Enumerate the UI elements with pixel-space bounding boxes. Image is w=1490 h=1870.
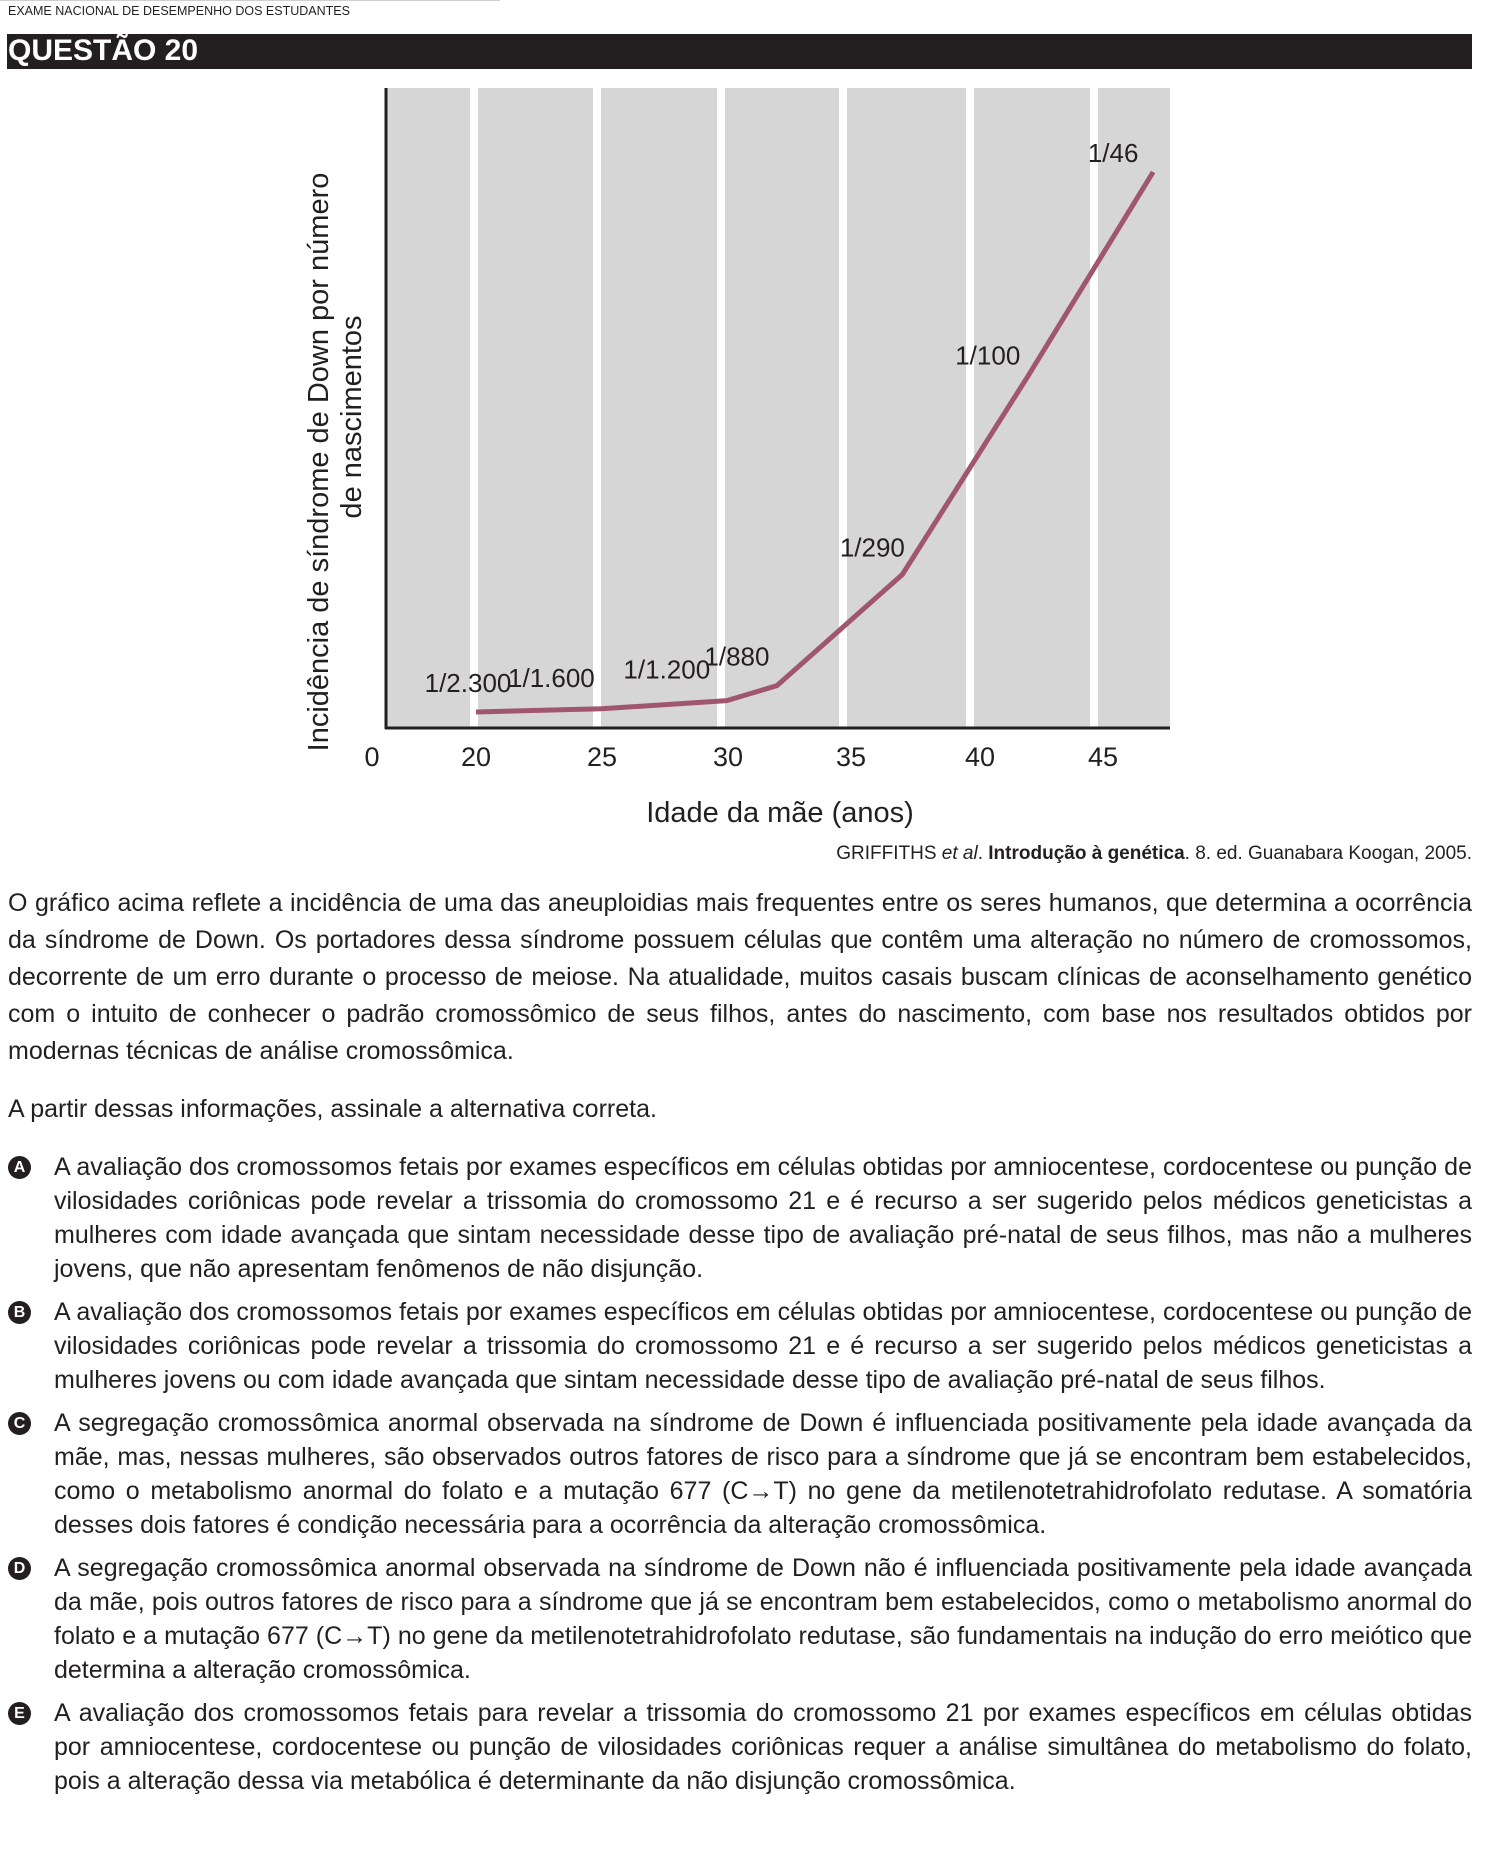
- answer-options: A A avaliação dos cromossomos fetais por…: [8, 1150, 1472, 1807]
- x-tick-label: 20: [461, 742, 491, 772]
- grid-band: [839, 88, 847, 727]
- x-tick-label: 30: [713, 742, 743, 772]
- plot-area: [387, 88, 1170, 727]
- x-tick-label: 35: [836, 742, 866, 772]
- grid-band: [717, 88, 725, 727]
- top-rule: [0, 0, 500, 1]
- x-tick-label: 40: [965, 742, 995, 772]
- option-d-letter: D: [8, 1557, 31, 1580]
- grid-band: [470, 88, 478, 727]
- option-e[interactable]: E A avaliação dos cromossomos fetais par…: [8, 1696, 1472, 1798]
- data-label: 1/290: [840, 533, 905, 563]
- context-paragraph: O gráfico acima reflete a incidência de …: [8, 889, 1472, 1065]
- option-b[interactable]: B A avaliação dos cromossomos fetais por…: [8, 1295, 1472, 1397]
- data-label: 1/46: [1088, 138, 1139, 168]
- x-tick-label: 45: [1088, 742, 1118, 772]
- option-a[interactable]: A A avaliação dos cromossomos fetais por…: [8, 1150, 1472, 1286]
- citation-rest: . 8. ed. Guanabara Koogan, 2005.: [1184, 843, 1472, 864]
- option-a-text: A avaliação dos cromossomos fetais por e…: [54, 1153, 1472, 1283]
- option-e-text: A avaliação dos cromossomos fetais para …: [54, 1699, 1472, 1795]
- option-c-text: A segregação cromossômica anormal observ…: [54, 1409, 1472, 1539]
- option-c-letter: C: [8, 1412, 31, 1435]
- grid-band: [593, 88, 601, 727]
- y-axis-label-line1: Incidência de síndrome de Down por númer…: [303, 173, 335, 752]
- option-b-text: A avaliação dos cromossomos fetais por e…: [54, 1298, 1472, 1394]
- citation-book-title: Introdução à genética: [988, 843, 1185, 864]
- data-label: 1/1.600: [508, 663, 595, 693]
- question-header-bar: [7, 34, 1472, 69]
- option-a-letter: A: [8, 1156, 31, 1179]
- x-tick-label: 0: [364, 742, 379, 772]
- data-label: 1/880: [704, 642, 769, 672]
- question-title: QUESTÃO 20: [8, 34, 199, 67]
- citation-etal: et al: [941, 843, 978, 864]
- option-b-letter: B: [8, 1301, 31, 1324]
- line-chart: Incidência de síndrome de Down por númer…: [303, 88, 1170, 829]
- data-label: 1/1.200: [623, 655, 710, 685]
- option-c[interactable]: C A segregação cromossômica anormal obse…: [8, 1406, 1472, 1542]
- exam-name: EXAME NACIONAL DE DESEMPENHO DOS ESTUDAN…: [8, 4, 350, 18]
- option-e-letter: E: [8, 1702, 31, 1725]
- x-tick-labels: 0 20 25 30 35 40 45: [364, 742, 1118, 772]
- chart-background: [387, 88, 1170, 727]
- grid-band: [1090, 88, 1098, 727]
- y-axis-label-line2: de nascimentos: [336, 315, 368, 518]
- x-tick-label: 25: [587, 742, 617, 772]
- x-axis-label: Idade da mãe (anos): [646, 797, 914, 829]
- data-label: 1/100: [955, 340, 1020, 370]
- instruction: A partir dessas informações, assinale a …: [8, 1095, 657, 1123]
- citation-authors: GRIFFITHS: [836, 843, 942, 864]
- citation-after-etal: .: [977, 843, 989, 864]
- series-line: [475, 170, 1156, 715]
- option-d[interactable]: D A segregação cromossômica anormal obse…: [8, 1551, 1472, 1687]
- option-d-text: A segregação cromossômica anormal observ…: [54, 1554, 1472, 1684]
- grid-band: [966, 88, 974, 727]
- data-label: 1/2.300: [425, 668, 512, 698]
- citation: GRIFFITHS et al. Introdução à genética. …: [836, 843, 1472, 865]
